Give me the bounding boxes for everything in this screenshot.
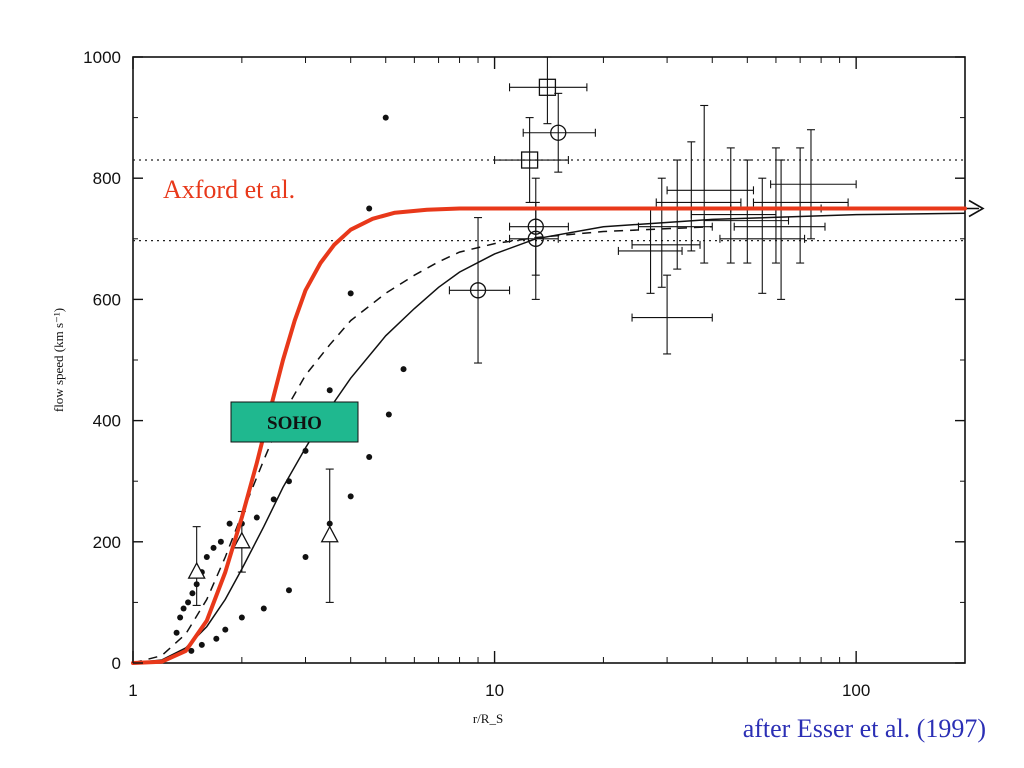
circle-point xyxy=(550,124,567,141)
annotation-soho: SOHO xyxy=(230,401,359,443)
dot-point xyxy=(238,614,245,621)
soho-label-text: SOHO xyxy=(267,413,322,434)
x-tick-label: 10 xyxy=(485,681,504,700)
model-curve-dashed xyxy=(132,225,713,664)
y-tick-label: 200 xyxy=(93,533,121,552)
source-credit-text: after Esser et al. (1997) xyxy=(743,714,986,743)
dot-point xyxy=(285,478,292,485)
annotation-axford-text: Axford et al. xyxy=(163,175,295,204)
y-tick-label: 0 xyxy=(112,654,121,673)
dot-point xyxy=(366,453,373,460)
dot-point xyxy=(180,605,187,612)
square-point xyxy=(538,78,557,96)
annotation-source: after Esser et al. (1997) xyxy=(743,714,986,743)
axford-model-curve xyxy=(131,206,967,665)
dot-point xyxy=(213,635,220,642)
y-tick-label: 1000 xyxy=(83,48,121,67)
dot-point xyxy=(285,587,292,594)
dot-point xyxy=(217,538,224,545)
x-tick-label: 100 xyxy=(842,681,870,700)
circle-point xyxy=(527,230,544,247)
axes: 0 200 400 600 800 1000 1 10 100 r/R_S flow speed (… xyxy=(51,48,966,726)
dot-point xyxy=(347,493,354,500)
dot-point xyxy=(385,411,392,418)
dot-point xyxy=(382,114,389,121)
dot-point xyxy=(253,514,260,521)
dot-point xyxy=(188,647,195,654)
data-markers xyxy=(131,78,985,665)
dot-point xyxy=(326,387,333,394)
dot-point xyxy=(302,553,309,560)
y-tick-label: 800 xyxy=(93,169,121,188)
y-tick-label: 400 xyxy=(93,412,121,431)
dot-point xyxy=(302,447,309,454)
model-curve-solid xyxy=(132,212,966,664)
arrow-head xyxy=(968,199,985,218)
dot-point xyxy=(177,614,184,621)
x-tick-label: 1 xyxy=(128,681,137,700)
dot-point xyxy=(193,581,200,588)
soho-label-box xyxy=(230,401,359,443)
dot-point xyxy=(203,553,210,560)
dot-point xyxy=(189,590,196,597)
triangle-point xyxy=(320,525,339,543)
dot-point xyxy=(185,599,192,606)
y-tick-label: 600 xyxy=(93,290,121,309)
dot-point xyxy=(347,290,354,297)
dot-point xyxy=(366,205,373,212)
dot-point xyxy=(270,496,277,503)
dot-point xyxy=(173,629,180,636)
dot-point xyxy=(326,520,333,527)
dot-point xyxy=(210,544,217,551)
dot-point xyxy=(260,605,267,612)
circle-point xyxy=(469,282,487,299)
dot-point xyxy=(400,366,407,373)
dot-point xyxy=(198,641,205,648)
y-axis-title: flow speed (km s⁻¹) xyxy=(51,308,66,412)
dot-point xyxy=(226,520,233,527)
dot-point xyxy=(222,626,229,633)
x-axis-title: r/R_S xyxy=(473,711,503,726)
triangle-point xyxy=(232,531,251,549)
triangle-point xyxy=(187,561,206,579)
model-curves xyxy=(132,212,966,664)
annotation-axford: Axford et al. xyxy=(163,175,295,204)
circle-point xyxy=(527,218,544,235)
square-point xyxy=(520,151,539,169)
